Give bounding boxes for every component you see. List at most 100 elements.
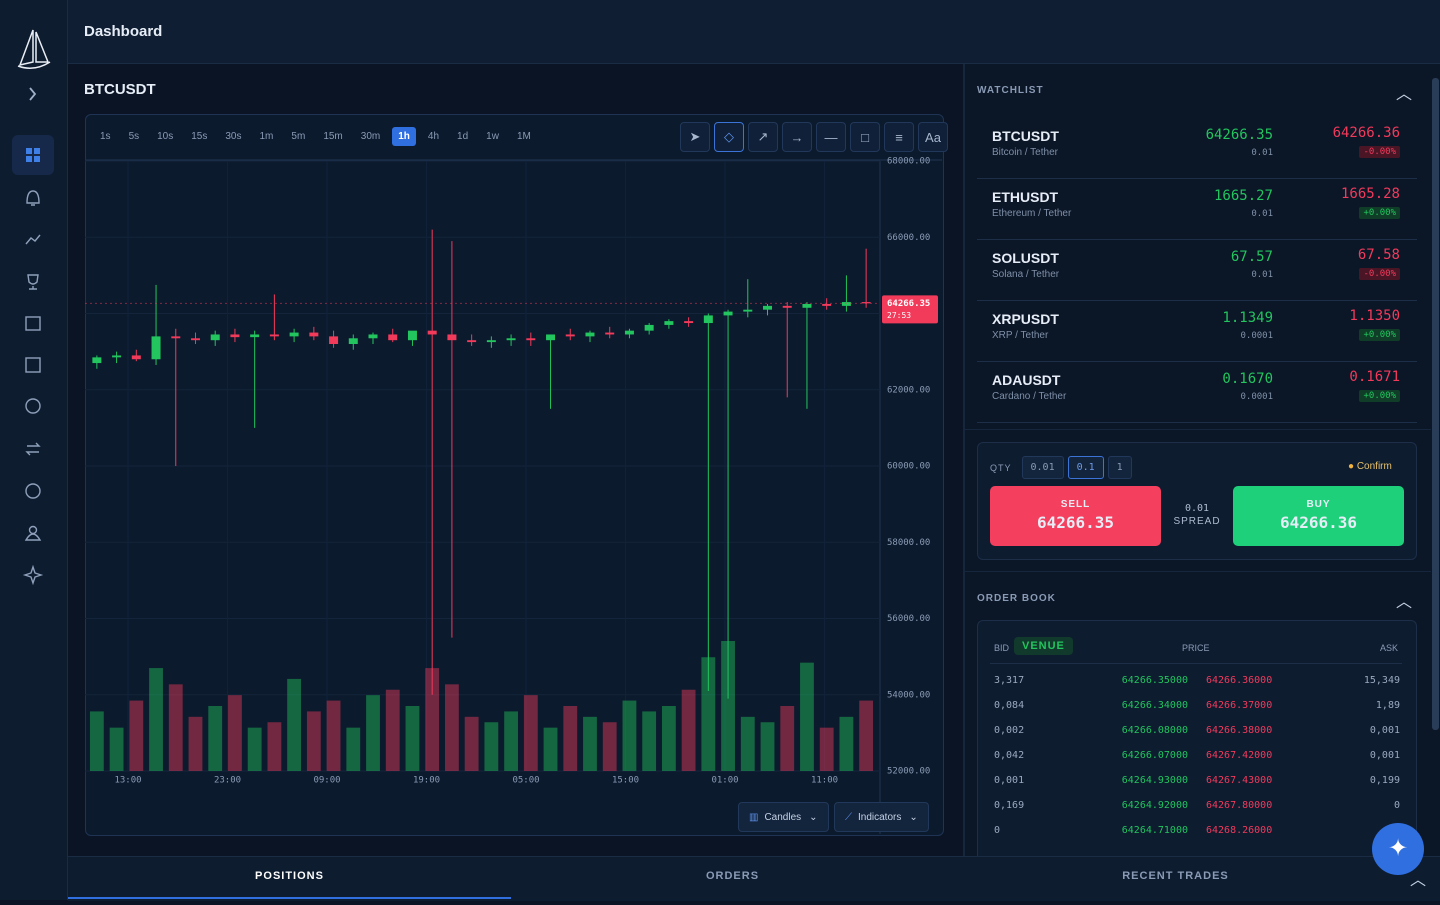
tool-trend[interactable]: ↗ xyxy=(748,122,778,152)
page-title: Dashboard xyxy=(84,23,163,40)
expand-icon[interactable] xyxy=(29,87,37,101)
candle-body xyxy=(664,321,674,325)
x-tick-label: 13:00 xyxy=(114,776,141,786)
candle-body xyxy=(506,338,516,341)
symbol-title: BTCUSDT xyxy=(84,81,156,98)
bid-size: 0,084 xyxy=(994,700,1025,711)
tool-crosshair[interactable]: ◇ xyxy=(714,122,744,152)
qty-row: QTY 0.01 0.1 1 xyxy=(990,456,1136,479)
collapse-watchlist[interactable]: ︿ xyxy=(1396,86,1413,103)
timeframe[interactable]: 15m xyxy=(323,131,343,142)
qty-option[interactable]: 1 xyxy=(1107,456,1132,479)
tab[interactable]: ORDERS xyxy=(705,870,760,882)
volume-bar xyxy=(602,722,617,771)
bid-price: 1.1349 xyxy=(1222,310,1273,326)
bid-price: 0.1670 xyxy=(1222,371,1273,387)
confirm-toggle[interactable]: ● Confirm xyxy=(1348,461,1392,472)
timeframe[interactable]: 1w xyxy=(486,131,499,142)
candle-body xyxy=(723,311,733,316)
timeframe[interactable]: 30m xyxy=(360,131,381,142)
volume-bar xyxy=(484,722,499,771)
timeframe[interactable]: 4h xyxy=(427,131,440,142)
candle-body xyxy=(703,315,713,324)
timeframe[interactable]: 5s xyxy=(128,131,140,142)
timeframe[interactable]: 5m xyxy=(291,131,306,142)
timeframe[interactable]: 15s xyxy=(191,131,208,142)
transfer-icon[interactable] xyxy=(25,442,41,456)
spread-label: SPREAD xyxy=(1173,516,1221,527)
ask-price: 64267.42000 xyxy=(1206,750,1273,761)
timeframe[interactable]: 1h xyxy=(392,127,416,146)
sell-button[interactable]: SELL 64266.35 xyxy=(990,486,1161,546)
timeframe[interactable]: 10s xyxy=(157,131,174,142)
ask-size: 1,89 xyxy=(1375,700,1400,711)
portfolio-icon[interactable] xyxy=(25,483,41,499)
dashboard-icon[interactable] xyxy=(26,148,40,162)
tool-fib[interactable]: ≡ xyxy=(884,122,914,152)
ai-icon[interactable] xyxy=(22,564,44,586)
y-tick-label: 54000.00 xyxy=(887,690,930,700)
scrollbar[interactable] xyxy=(1432,78,1439,730)
watchlist-row[interactable]: XRPUSDT XRP / Tether 1.1349 0.0001 1.1350 +0.… xyxy=(977,300,1417,362)
symbol: ADAUSDT xyxy=(992,372,1061,388)
tool-hline[interactable]: — xyxy=(816,122,846,152)
ask-size: 0 xyxy=(1393,800,1400,811)
ai-assistant-button[interactable]: ✦ xyxy=(1372,823,1424,875)
watchlist-row[interactable]: ETHUSDT Ethereum / Tether 1665.27 0.01 1665.… xyxy=(977,178,1417,240)
change-badge: +0.00% xyxy=(1359,390,1400,402)
candle-body xyxy=(684,321,694,324)
ask-price: 1.1350 xyxy=(1349,308,1400,324)
candle-body xyxy=(92,357,102,364)
chart-type-label: Candles xyxy=(764,811,802,823)
price-step: 0.01 xyxy=(1251,209,1273,219)
account-icon[interactable] xyxy=(24,533,42,541)
trophy-icon[interactable] xyxy=(27,274,39,290)
tab[interactable]: RECENT TRADES xyxy=(1122,870,1229,882)
logo[interactable] xyxy=(17,29,51,69)
candle-body xyxy=(329,336,339,344)
sidebar-icons xyxy=(12,29,54,586)
watchlist-row[interactable]: BTCUSDT Bitcoin / Tether 64266.35 0.01 64266… xyxy=(977,117,1417,179)
watchlist-row[interactable]: ADAUSDT Cardano / Tether 0.1670 0.0001 0.167… xyxy=(977,361,1417,423)
alerts-icon[interactable] xyxy=(26,190,40,206)
qty-option[interactable]: 0.1 xyxy=(1067,456,1104,479)
tool-arrow[interactable]: ➤ xyxy=(680,122,710,152)
tool-ray[interactable]: → xyxy=(782,122,812,152)
header xyxy=(68,0,1440,64)
sidebar xyxy=(0,0,68,900)
candle-body xyxy=(822,303,832,306)
tab[interactable]: POSITIONS xyxy=(68,857,511,899)
buy-button[interactable]: BUY 64266.36 xyxy=(1233,486,1404,546)
timeframe[interactable]: 1s xyxy=(100,131,111,142)
collapse-orderbook[interactable]: ︿ xyxy=(1396,594,1413,611)
volume-bar xyxy=(445,684,459,771)
trends-icon[interactable] xyxy=(25,234,41,245)
indicators-button[interactable]: ⟋ Indicators ⌄ xyxy=(834,802,929,832)
change-badge: +0.00% xyxy=(1359,207,1400,219)
bottom-bar xyxy=(68,856,1440,901)
qty-option[interactable]: 0.01 xyxy=(1021,456,1064,479)
timeframe[interactable]: 1m xyxy=(259,131,274,142)
candle-body xyxy=(782,305,792,308)
volume-bar xyxy=(168,684,183,771)
expand-bottom[interactable]: ︿ xyxy=(1410,872,1427,889)
timeframe[interactable]: 30s xyxy=(225,131,242,142)
chart-type-button[interactable]: ▥ Candles ⌄ xyxy=(738,802,829,832)
bid-size: 0,002 xyxy=(994,725,1025,736)
tool-text[interactable]: Aa xyxy=(918,122,948,152)
timeframe[interactable]: 1d xyxy=(457,131,469,142)
tool-rect[interactable]: □ xyxy=(850,122,880,152)
calendar-icon[interactable] xyxy=(25,316,41,331)
price-step: 0.0001 xyxy=(1240,392,1273,402)
chat-icon[interactable] xyxy=(25,398,41,414)
nav-active[interactable] xyxy=(12,135,54,175)
timeframe[interactable]: 1M xyxy=(516,131,531,142)
watchlist-row[interactable]: SOLUSDT Solana / Tether 67.57 0.01 67.58 -0.0… xyxy=(977,239,1417,301)
x-tick-label: 05:00 xyxy=(512,776,539,786)
ask-price: 0.1671 xyxy=(1349,369,1400,385)
venue-toggle[interactable]: VENUE xyxy=(1014,637,1073,655)
divider xyxy=(963,429,1431,430)
news-icon[interactable] xyxy=(25,357,41,373)
change-badge: -0.00% xyxy=(1359,268,1400,280)
